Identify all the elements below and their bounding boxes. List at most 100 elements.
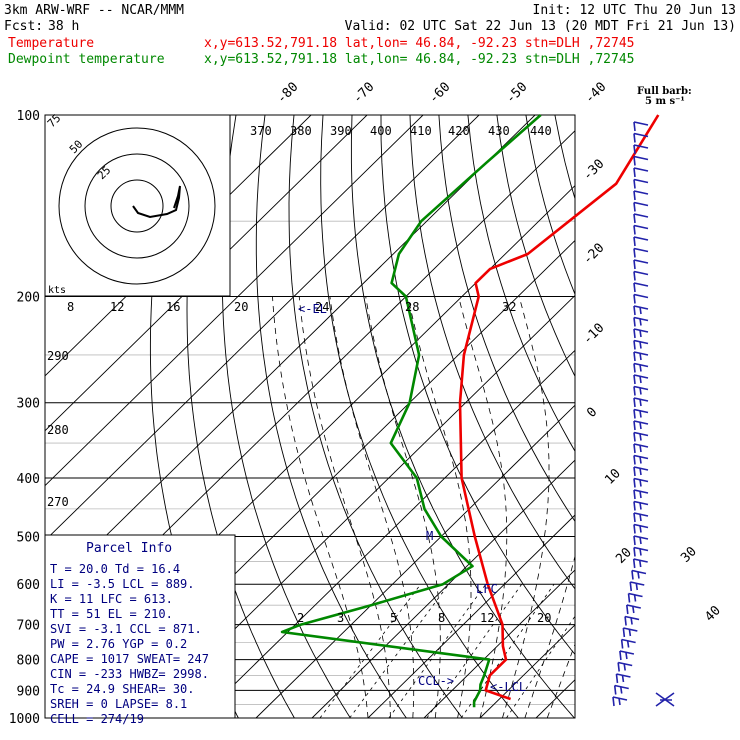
wind-barb	[631, 569, 647, 580]
mixing-ratio-label: 32	[502, 300, 516, 314]
mixing-ratio-label: 20	[234, 300, 248, 314]
wind-barb	[633, 397, 649, 408]
m-marker: M	[426, 529, 433, 543]
parcel-row: SVI = -3.1 CCL = 871.	[50, 622, 202, 636]
pressure-label: 200	[17, 291, 40, 306]
parcel-row: TT = 51 EL = 210.	[50, 607, 173, 621]
theta-left-label: 290	[47, 349, 69, 363]
mixing-ratio-label: 2	[297, 611, 304, 625]
dry-adiabat	[496, 115, 575, 378]
isotherm-right-label: 20	[613, 545, 635, 567]
wind-barb	[633, 500, 649, 511]
dry-adiabat	[221, 115, 351, 719]
wind-barb	[633, 259, 649, 270]
wind-barb	[620, 638, 636, 649]
isotherm-right-label: -20	[580, 241, 607, 268]
dewpoint-profile	[280, 114, 542, 708]
parcel-box	[44, 534, 236, 719]
temperature-profile	[458, 114, 660, 701]
dry-adiabat	[255, 115, 407, 719]
temp-legend-label: Temperature	[8, 36, 94, 51]
moist-adiabat	[524, 554, 575, 719]
mixing-ratio-label: 12	[110, 300, 124, 314]
wind-barb	[633, 305, 649, 316]
dry-adiabat	[409, 115, 575, 590]
parcel-row: SREH = 0 LAPSE= 8.1	[50, 697, 187, 711]
isotherm-right-label: 10	[602, 466, 624, 488]
wind-barb	[633, 178, 649, 189]
temp-legend-loc: x,y=613.52,791.18 lat,lon= 46.84, -92.23…	[204, 36, 634, 51]
wind-barb	[633, 385, 649, 396]
wind-barb	[633, 420, 649, 431]
wind-barb	[633, 466, 649, 477]
surface-wind-barb	[655, 692, 675, 707]
dry-adiabat	[380, 115, 575, 656]
isotherm-top-label: -70	[350, 80, 377, 107]
parcel-row: LI = -3.5 LCL = 889.	[50, 577, 195, 591]
wind-barb	[633, 121, 649, 132]
mixing-ratio-label: 28	[405, 300, 419, 314]
dry-adiabat	[671, 115, 740, 718]
dry-adiabat	[288, 115, 463, 719]
pressure-label: 900	[17, 684, 40, 699]
pressure-label: 400	[17, 472, 40, 487]
mixing-ratio-label: 16	[166, 300, 180, 314]
mixing-ratio-line	[460, 583, 555, 719]
fcst-value: 38 h	[48, 19, 79, 34]
dry-adiabat	[525, 115, 575, 296]
wind-barb	[633, 374, 649, 385]
wind-barb	[633, 282, 649, 293]
wind-barb	[633, 167, 649, 178]
wind-barb	[633, 477, 649, 488]
hodograph-frame	[44, 114, 231, 297]
moist-adiabat	[546, 643, 575, 719]
isotherm	[423, 569, 575, 719]
mixing-ratio-label: 5	[390, 611, 397, 625]
hodograph-ring	[58, 127, 216, 285]
isotherm-top-label: -80	[274, 80, 301, 107]
fcst-label: Fcst:	[4, 19, 43, 34]
wind-barb	[633, 316, 649, 327]
isotherm	[45, 115, 536, 597]
parcel-row: CELL = 274/19	[50, 712, 144, 726]
wind-barb	[633, 339, 649, 350]
mixing-ratio-label: 3	[337, 611, 344, 625]
wind-barb	[633, 270, 649, 281]
wind-barb	[633, 247, 649, 258]
isotherm	[311, 459, 575, 719]
isotherm	[255, 404, 575, 719]
theta-label: 390	[330, 124, 352, 138]
theta-label: 380	[290, 124, 312, 138]
wind-barb	[633, 489, 649, 500]
pressure-label: 300	[17, 397, 40, 412]
wind-barb	[633, 362, 649, 373]
isotherm	[479, 624, 575, 719]
parcel-row: T = 20.0 Td = 16.4	[50, 562, 180, 576]
dry-adiabat	[642, 115, 740, 718]
wind-barb	[617, 661, 633, 672]
isotherm	[592, 115, 740, 718]
full-barb-label: Full barb:	[637, 86, 692, 97]
pressure-label: 1000	[9, 712, 40, 727]
hodograph-ring	[84, 153, 190, 259]
wind-barb	[633, 431, 649, 442]
parcel-row: CIN = -233 HWBZ= 2998.	[50, 667, 209, 681]
wind-barb	[615, 673, 631, 684]
wind-barb	[619, 650, 635, 661]
wind-barb	[612, 696, 628, 707]
dry-adiabat	[438, 115, 575, 523]
wind-barb	[633, 454, 649, 465]
isotherm-right-label: 40	[702, 603, 724, 625]
moist-adiabat	[458, 296, 508, 719]
theta-label: 370	[250, 124, 272, 138]
ccl-marker: CCL->	[418, 674, 454, 688]
wind-barb	[633, 236, 649, 247]
isotherm-top-label: -40	[582, 80, 609, 107]
parcel-info-rows: T = 20.0 Td = 16.4LI = -3.5 LCL = 889.K …	[44, 534, 236, 726]
mixing-ratio-label: 8	[438, 611, 445, 625]
parcel-row: PW = 2.76 YGP = 0.2	[50, 637, 187, 651]
profiles: <-EL LFC M CCL-> <-LCL	[280, 114, 660, 708]
mixing-ratio-label: 20	[537, 611, 551, 625]
